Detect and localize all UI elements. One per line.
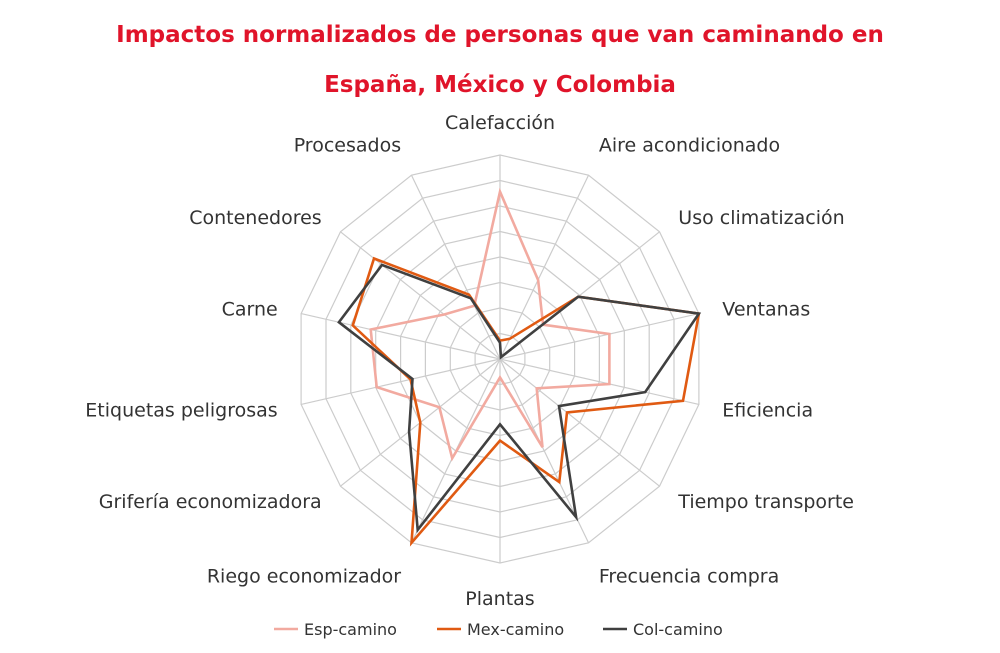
grid-spoke	[300, 313, 501, 360]
axis-label: Contenedores	[189, 207, 321, 229]
axis-label: Ventanas	[722, 298, 810, 320]
series-line-Esp-camino	[369, 187, 611, 462]
axis-label: Frecuencia compra	[599, 565, 779, 587]
series-line-Mex-camino	[351, 256, 701, 547]
series-line-Col-camino	[337, 263, 702, 534]
axis-label: Carne	[222, 298, 278, 320]
axis-label: Plantas	[465, 588, 534, 610]
chart-title: Impactos normalizados de personas que va…	[0, 10, 1000, 110]
axis-label: Aire acondicionado	[599, 135, 780, 157]
axis-label: Tiempo transporte	[677, 491, 854, 513]
radar-grid	[300, 154, 700, 564]
series-lines	[337, 187, 702, 547]
legend-label: Mex-camino	[467, 620, 564, 639]
grid-spoke	[340, 231, 501, 360]
axis-labels: Calefacción Aire acondicionado Uso climati…	[85, 112, 854, 610]
grid-spoke	[499, 174, 590, 360]
grid-spoke	[410, 174, 501, 360]
axis-label: Calefacción	[445, 112, 555, 134]
grid-spoke	[499, 358, 700, 405]
axis-label: Riego economizador	[207, 565, 401, 587]
legend-label: Col-camino	[633, 620, 723, 639]
legend-label: Esp-camino	[304, 620, 397, 639]
chart-title-line-1: Impactos normalizados de personas que va…	[116, 22, 884, 48]
chart-title-line-2: España, México y Colombia	[324, 72, 676, 98]
grid-spoke	[499, 313, 700, 360]
grid-spoke	[499, 358, 590, 544]
grid-spoke	[300, 358, 501, 405]
axis-label: Eficiencia	[722, 400, 813, 422]
axis-label: Grifería economizadora	[99, 491, 322, 513]
axis-label: Uso climatización	[678, 207, 844, 229]
axis-label: Etiquetas peligrosas	[85, 400, 277, 422]
legend: Esp-camino Mex-camino Col-camino	[274, 620, 723, 639]
axis-label: Procesados	[294, 135, 401, 157]
grid-spoke	[499, 358, 660, 487]
